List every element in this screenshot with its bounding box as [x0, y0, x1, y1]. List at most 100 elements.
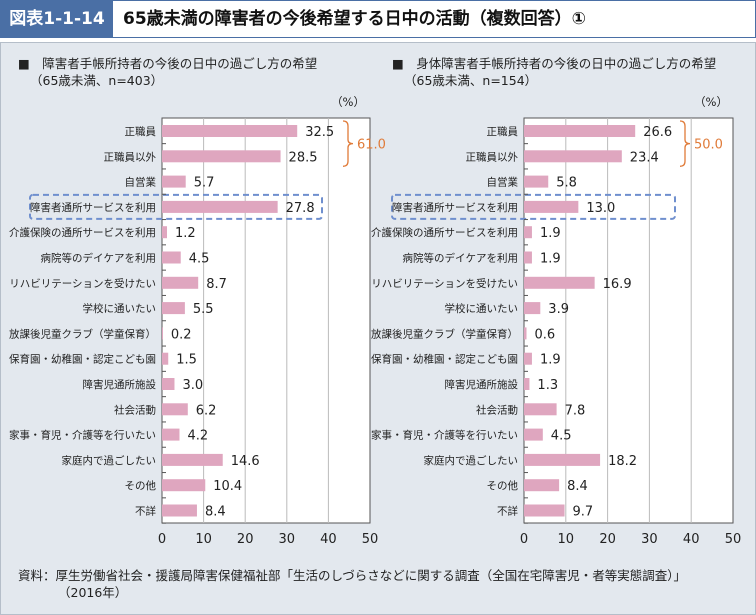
right-category-label: 障害者通所サービスを利用 — [392, 201, 518, 214]
left-bar — [162, 428, 180, 441]
left-category-label: 障害者通所サービスを利用 — [30, 201, 156, 214]
left-category-label: 障害児通所施設 — [83, 378, 157, 391]
right-category-label: 社会活動 — [476, 403, 518, 416]
left-category-label: 社会活動 — [114, 403, 156, 416]
left-bar — [162, 504, 197, 517]
right-value-label: 1.9 — [540, 252, 561, 267]
right-bracket — [679, 120, 691, 167]
right-bar — [524, 175, 549, 188]
right-value-label: 9.7 — [573, 505, 594, 520]
right-value-label: 0.6 — [535, 327, 556, 342]
left-chart-heading: ■ 障害者手帳所持者の今後の日中の過ごし方の希望 （65歳未満、n=403） — [18, 55, 317, 89]
right-x-tick-label: 40 — [683, 532, 700, 547]
left-bar — [162, 378, 175, 390]
right-bracket-total: 50.0 — [694, 138, 723, 153]
right-category-label: 病院等のデイケアを利用 — [403, 252, 519, 265]
left-value-label: 28.5 — [289, 150, 318, 165]
right-value-label: 8.4 — [567, 479, 588, 494]
left-value-label: 0.2 — [171, 327, 192, 342]
left-bar — [162, 200, 278, 213]
left-category-label: その他 — [125, 479, 157, 492]
right-unit-label: （%） — [694, 95, 728, 109]
left-category-label: 家庭内で過ごしたい — [62, 454, 157, 467]
left-highlight-box — [29, 193, 323, 220]
left-category-label: 病院等のデイケアを利用 — [41, 252, 157, 265]
left-bar — [162, 150, 281, 163]
right-chart-subtitle: （65歳未満、n=154） — [404, 73, 538, 88]
right-bar — [524, 251, 532, 264]
left-bar — [162, 479, 206, 492]
left-bar — [162, 175, 186, 188]
left-x-tick-label: 30 — [279, 532, 296, 547]
left-bracket-total: 61.0 — [357, 138, 386, 153]
left-category-label: 保育園・幼稚園・認定こども園 — [9, 353, 156, 366]
left-category-label: 自営業 — [125, 176, 157, 189]
left-category-label: 家事・育児・介護等を行いたい — [9, 429, 156, 442]
left-value-label: 3.0 — [182, 378, 203, 393]
right-category-label: その他 — [487, 479, 519, 492]
right-category-label: 家庭内で過ごしたい — [424, 454, 519, 467]
left-value-label: 6.2 — [196, 403, 217, 418]
right-x-tick-label: 50 — [725, 532, 742, 547]
right-x-tick-label: 20 — [599, 532, 616, 547]
right-bar — [524, 403, 557, 416]
right-bar — [524, 125, 636, 137]
right-bar — [524, 352, 532, 365]
left-value-label: 5.7 — [194, 176, 215, 191]
left-value-label: 1.2 — [175, 226, 196, 241]
right-value-label: 23.4 — [630, 150, 659, 165]
right-x-tick-label: 10 — [558, 532, 575, 547]
right-bar — [524, 200, 579, 213]
right-bar — [524, 378, 530, 390]
left-category-label: 不詳 — [135, 505, 156, 518]
left-value-label: 5.5 — [193, 302, 214, 317]
right-value-label: 3.9 — [548, 302, 569, 317]
right-highlight-box — [391, 193, 676, 220]
right-value-label: 5.8 — [556, 176, 577, 191]
right-value-label: 26.6 — [643, 125, 672, 140]
right-bar — [524, 276, 595, 289]
right-bar — [524, 150, 622, 163]
right-category-label: 不詳 — [497, 505, 518, 518]
left-chart-title: ■ 障害者手帳所持者の今後の日中の過ごし方の希望 — [18, 56, 318, 71]
right-x-tick-label: 0 — [520, 532, 528, 547]
right-bar — [524, 504, 565, 517]
right-category-label: 学校に通いたい — [445, 302, 519, 315]
right-value-label: 4.5 — [551, 429, 572, 444]
left-bar — [162, 276, 199, 289]
left-category-label: 正職員 — [125, 126, 157, 138]
right-category-label: 正職員以外 — [466, 151, 519, 163]
left-bar — [162, 403, 188, 416]
right-category-label: リハビリテーションを受けたい — [371, 278, 518, 290]
right-bar — [524, 226, 532, 239]
right-chart-title: ■ 身体障害者手帳所持者の今後の日中の過ごし方の希望 — [392, 56, 717, 71]
left-x-tick-label: 40 — [320, 532, 337, 547]
left-value-label: 4.2 — [187, 429, 208, 444]
right-value-label: 7.8 — [565, 403, 586, 418]
right-bar — [524, 479, 560, 492]
right-bar — [524, 453, 601, 466]
left-category-label: リハビリテーションを受けたい — [9, 278, 156, 290]
right-category-label: 正職員 — [487, 126, 519, 138]
left-bar — [162, 125, 298, 137]
left-category-label: 介護保険の通所サービスを利用 — [9, 226, 156, 239]
source-line-1: 資料：厚生労働省社会・援護局障害保健福祉部「生活のしづらさなどに関する調査（全国… — [18, 568, 687, 583]
right-bar — [524, 327, 527, 340]
right-bar — [524, 302, 541, 315]
right-category-label: 障害児通所施設 — [445, 378, 519, 391]
left-chart-subtitle: （65歳未満、n=403） — [30, 73, 164, 88]
right-x-tick-label: 30 — [641, 532, 658, 547]
right-value-label: 16.9 — [603, 277, 632, 292]
figure-number: 図表1-1-14 — [1, 1, 113, 37]
source-line-2: （2016年） — [58, 585, 128, 600]
figure-title: 65歳未満の障害者の今後希望する日中の活動（複数回答）① — [123, 9, 587, 29]
left-value-label: 27.8 — [286, 201, 315, 216]
left-category-label: 放課後児童クラブ（学童保育） — [9, 327, 156, 340]
left-x-tick-label: 0 — [158, 532, 166, 547]
source-note: 資料：厚生労働省社会・援護局障害保健福祉部「生活のしづらさなどに関する調査（全国… — [18, 567, 686, 601]
right-value-label: 18.2 — [608, 454, 637, 469]
left-value-label: 14.6 — [231, 454, 260, 469]
right-category-label: 保育園・幼稚園・認定こども園 — [371, 353, 518, 366]
right-value-label: 1.3 — [537, 378, 558, 393]
right-category-label: 家事・育児・介護等を行いたい — [371, 429, 518, 442]
